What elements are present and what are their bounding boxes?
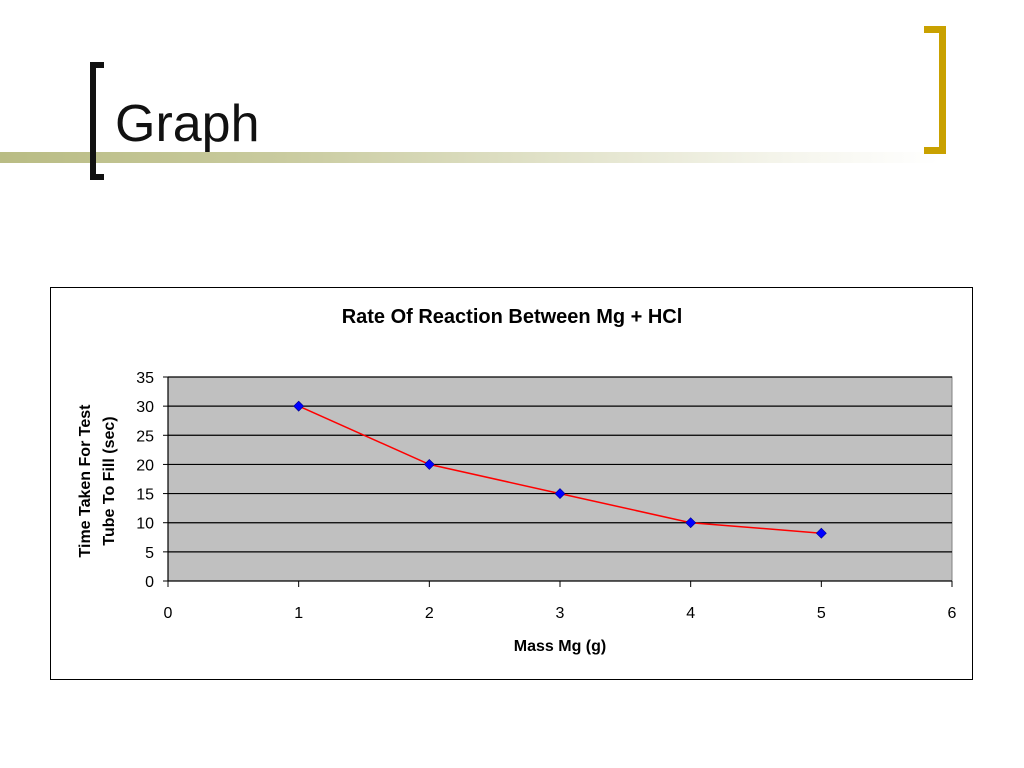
series-0-point-4 xyxy=(685,517,697,529)
y-tick-label-10: 10 xyxy=(136,516,154,533)
series-0-point-1 xyxy=(293,400,305,412)
y-tick-label-30: 30 xyxy=(136,399,154,416)
x-tick-label-5: 5 xyxy=(817,605,826,622)
y-tick-label-20: 20 xyxy=(136,457,154,474)
x-tick-label-6: 6 xyxy=(948,605,957,622)
title-band xyxy=(0,152,940,163)
plot-background xyxy=(167,376,953,582)
series-0-point-3 xyxy=(554,488,566,499)
x-axis-title: Mass Mg (g) xyxy=(514,638,606,655)
y-axis-title-line-1: Time Taken For Test xyxy=(77,404,94,558)
x-tick-label-0: 0 xyxy=(164,605,173,622)
plot-area: 0 5 10 15 20 25 30 35 0 1 2 3 4 5 6 xyxy=(136,370,956,622)
y-tick-label-0: 0 xyxy=(145,574,154,591)
chart-title: Rate Of Reaction Between Mg + HCl xyxy=(342,306,683,328)
slide-title: Graph xyxy=(115,95,260,153)
left-bracket-decoration xyxy=(90,62,104,180)
x-tick-label-1: 1 xyxy=(294,605,303,622)
y-tick-label-15: 15 xyxy=(136,487,154,504)
x-tick-label-4: 4 xyxy=(686,605,695,622)
x-tick-label-2: 2 xyxy=(425,605,434,622)
y-tick-label-35: 35 xyxy=(136,370,154,387)
y-tick-label-25: 25 xyxy=(136,428,154,445)
x-tick-label-3: 3 xyxy=(556,605,565,622)
right-bracket-decoration xyxy=(924,26,946,154)
series-0-point-5 xyxy=(815,527,827,539)
y-tick-label-5: 5 xyxy=(145,545,154,562)
y-axis-title-line-2: Tube To Fill (sec) xyxy=(101,416,118,545)
series-0-point-2 xyxy=(423,459,435,470)
